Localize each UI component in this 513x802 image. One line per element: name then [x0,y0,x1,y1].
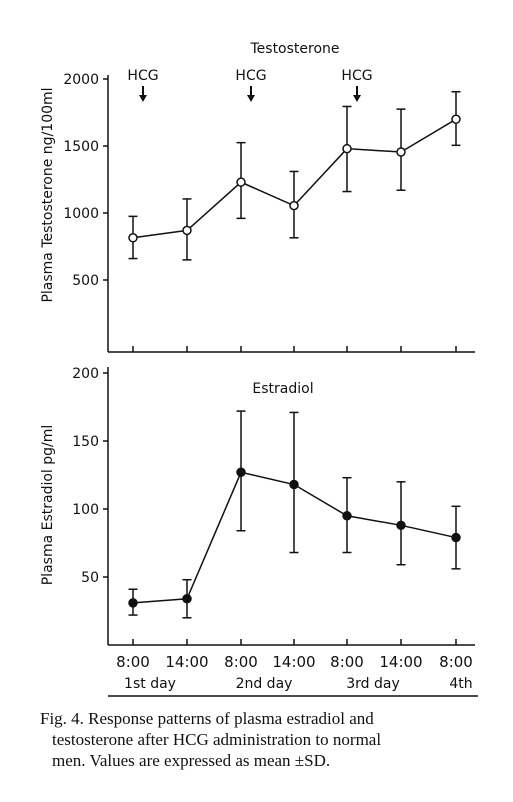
hcg-arrow-1 [247,86,255,102]
estradiol-panel: Estradiol Plasma Estradiol pg/ml 50 100 15… [40,366,475,646]
caption-line-3: men. Values are expressed as mean ±SD. [52,751,331,770]
caption-line-1: Fig. 4. Response patterns of plasma estr… [40,709,374,728]
testosterone-y-tick-label-1: 1000 [63,206,99,222]
testosterone-ylabel: Plasma Testosterone ng/100ml [40,87,56,302]
testosterone-point-5 [396,147,406,157]
estradiol-point-3 [289,479,299,490]
hcg-arrow-head-1 [247,95,255,102]
hcg-arrow-head-2 [353,95,361,102]
testosterone-title: Testosterone [249,41,339,57]
x-day-label-2: 3rd day [346,676,400,692]
testosterone-axes: 500 1000 1500 2000 [63,72,475,353]
testosterone-marks [128,90,461,261]
estradiol-point-4 [342,511,352,521]
estradiol-point-1 [182,594,192,604]
testosterone-panel: Testosterone Plasma Testosterone ng/100m… [40,41,475,353]
estradiol-marks [128,410,461,619]
estradiol-title: Estradiol [252,381,313,397]
x-day-label-3: 4th [449,676,472,692]
x-time-label-3: 14:00 [272,653,315,671]
x-day-label-1: 2nd day [236,676,293,692]
hcg-label-0: HCG [127,68,158,84]
x-day-label-0: 1st day [124,676,176,692]
figure: Testosterone Plasma Testosterone ng/100m… [40,41,478,697]
x-time-label-2: 8:00 [224,653,258,671]
estradiol-y-tick-label-0: 50 [81,570,99,586]
testosterone-y-tick-label-3: 2000 [63,72,99,88]
hcg-arrow-2 [353,86,361,102]
estradiol-y-tick-label-3: 200 [72,366,99,382]
caption-line-2: testosterone after HCG administration to… [52,730,382,749]
estradiol-point-2 [236,467,246,478]
estradiol-ylabel: Plasma Estradiol pg/ml [40,425,56,586]
testosterone-y-tick-label-2: 1500 [63,139,99,155]
hcg-arrow-0 [139,86,147,102]
testosterone-point-2 [236,177,246,187]
estradiol-axes: 50 100 150 200 [72,366,475,646]
estradiol-y-tick-label-1: 100 [72,502,99,518]
estradiol-point-6 [451,532,461,543]
x-time-label-6: 8:00 [439,653,473,671]
testosterone-point-6 [451,114,461,124]
testosterone-y-tick-label-0: 500 [72,273,99,289]
hcg-label-2: HCG [341,68,372,84]
testosterone-point-3 [289,200,299,211]
x-time-label-4: 8:00 [330,653,364,671]
testosterone-point-1 [182,225,192,236]
estradiol-y-tick-label-2: 150 [72,434,99,450]
x-time-label-1: 14:00 [165,653,208,671]
x-axis-labels: 8:00 14:00 8:00 14:00 8:00 14:00 8:00 1st day 2n… [108,653,478,697]
x-time-label-5: 14:00 [379,653,422,671]
x-time-label-0: 8:00 [116,653,150,671]
estradiol-point-0 [128,598,138,608]
figure-caption: Fig. 4. Response patterns of plasma estr… [40,708,500,771]
estradiol-point-5 [396,520,406,531]
hcg-arrow-head-0 [139,95,147,102]
testosterone-point-0 [128,233,138,243]
hcg-label-1: HCG [235,68,266,84]
testosterone-point-4 [342,143,352,154]
hcg-annotations: HCG HCG HCG [127,68,373,102]
